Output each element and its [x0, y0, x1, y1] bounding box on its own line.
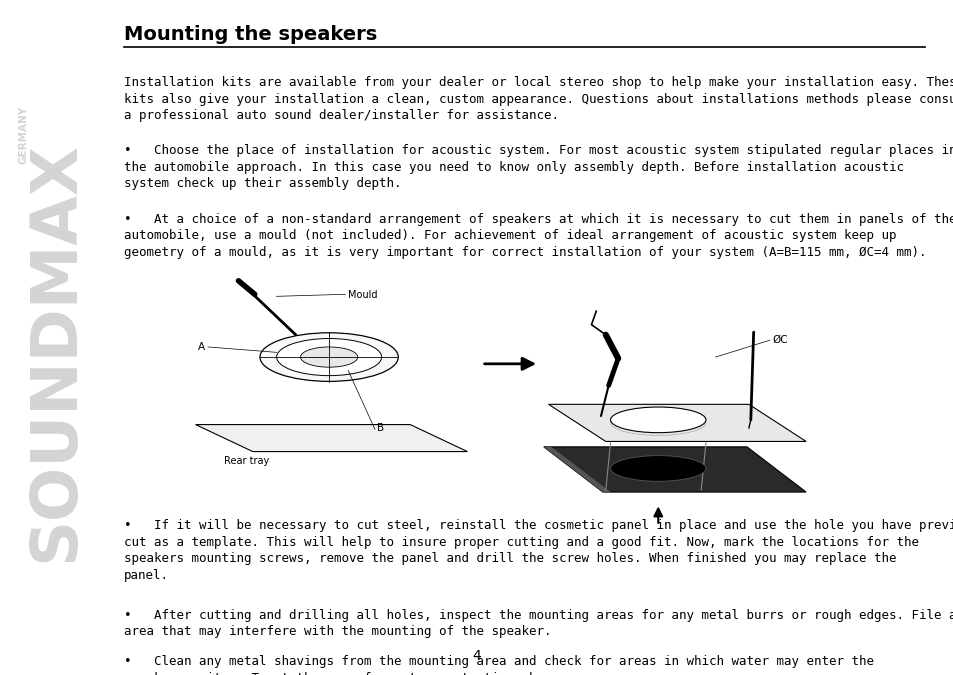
Polygon shape	[543, 447, 805, 492]
Text: SOUNDMAX: SOUNDMAX	[25, 140, 86, 562]
Text: •   After cutting and drilling all holes, inspect the mounting areas for any met: • After cutting and drilling all holes, …	[124, 609, 953, 639]
Text: Mounting the speakers: Mounting the speakers	[124, 25, 376, 44]
Text: B: B	[376, 423, 383, 433]
Text: Rear tray: Rear tray	[223, 456, 269, 466]
Text: A: A	[198, 342, 205, 352]
Ellipse shape	[276, 338, 381, 375]
Text: GERMANY: GERMANY	[19, 106, 29, 164]
Text: 4: 4	[472, 649, 481, 663]
Polygon shape	[195, 425, 467, 452]
Text: •   If it will be necessary to cut steel, reinstall the cosmetic panel in place : • If it will be necessary to cut steel, …	[124, 519, 953, 582]
Text: Installation kits are available from your dealer or local stereo shop to help ma: Installation kits are available from you…	[124, 76, 953, 122]
Ellipse shape	[259, 333, 398, 381]
Polygon shape	[548, 404, 805, 441]
Text: Mould: Mould	[348, 290, 377, 300]
Ellipse shape	[610, 456, 705, 481]
Text: •   At a choice of a non-standard arrangement of speakers at which it is necessa: • At a choice of a non-standard arrangem…	[124, 213, 953, 259]
Polygon shape	[543, 447, 610, 492]
Text: ØC: ØC	[772, 335, 787, 345]
Ellipse shape	[300, 347, 357, 367]
Text: •   Clean any metal shavings from the mounting area and check for areas in which: • Clean any metal shavings from the moun…	[124, 655, 873, 675]
Text: •   Choose the place of installation for acoustic system. For most acoustic syst: • Choose the place of installation for a…	[124, 144, 953, 190]
Ellipse shape	[610, 407, 705, 433]
